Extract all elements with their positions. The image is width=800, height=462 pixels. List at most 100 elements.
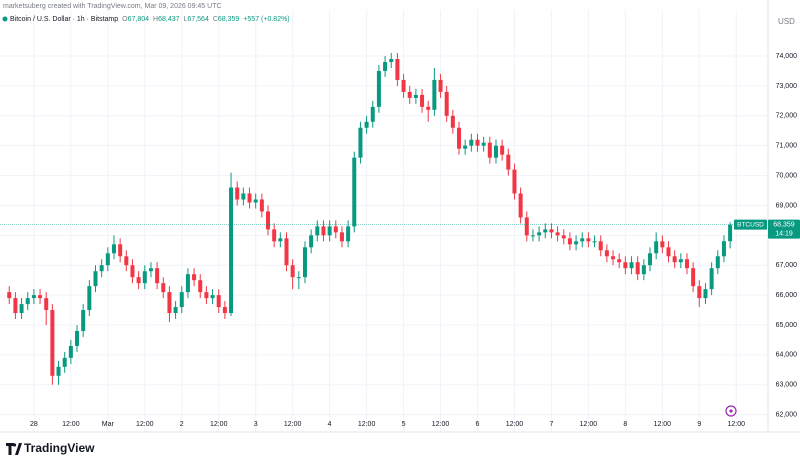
candle-body <box>346 226 351 242</box>
y-tick-label: 73,000 <box>776 83 798 90</box>
x-tick-label: 12:00 <box>210 421 228 428</box>
candles <box>7 53 733 385</box>
candle-body <box>598 241 603 251</box>
candle-body <box>370 106 375 122</box>
candle-body <box>192 274 197 281</box>
candle-body <box>185 274 190 293</box>
candle-body <box>50 310 55 376</box>
logo: TradingView <box>6 441 95 455</box>
candle-body <box>703 289 708 299</box>
candle-body <box>179 292 184 308</box>
candle-body <box>672 256 677 263</box>
candle-body <box>617 259 622 263</box>
candle-body <box>99 265 104 272</box>
candle-body <box>19 304 24 314</box>
candle-body <box>124 256 129 266</box>
ohlc-key: H <box>153 16 158 23</box>
candle-body <box>475 139 480 146</box>
candle-body <box>592 241 597 243</box>
candle-body <box>493 145 498 158</box>
candle-body <box>339 232 344 242</box>
candle-body <box>358 127 363 158</box>
y-tick-label: 64,000 <box>776 352 798 359</box>
candle-body <box>241 193 246 200</box>
candle-body <box>500 145 505 155</box>
candle-body <box>648 253 653 266</box>
candle-body <box>660 241 665 248</box>
candle-body <box>266 211 271 230</box>
x-tick-label: Mar <box>102 421 115 428</box>
candle-body <box>604 250 609 257</box>
logo-text: TradingView <box>24 441 95 455</box>
candle-body <box>290 265 295 278</box>
candle-body <box>327 226 332 236</box>
candle-body <box>611 256 616 260</box>
candle-body <box>457 127 462 149</box>
candle-body <box>7 292 12 299</box>
candle-body <box>530 235 535 237</box>
candle-body <box>469 139 474 146</box>
ohlc-value: 68,437 <box>158 16 180 23</box>
candle-body <box>136 277 141 284</box>
y-tick-label: 71,000 <box>776 143 798 150</box>
candle-body <box>678 259 683 263</box>
candle-body <box>586 238 591 242</box>
candle-body <box>278 238 283 242</box>
candle-body <box>549 229 554 233</box>
ohlc-key: C <box>213 16 218 23</box>
candle-body <box>426 106 431 110</box>
ohlc-key: L <box>184 16 188 23</box>
candle-body <box>204 292 209 299</box>
candle-body <box>524 217 529 236</box>
candle-body <box>352 157 357 227</box>
x-tick-label: 12:00 <box>284 421 302 428</box>
candle-body <box>715 256 720 269</box>
candle-body <box>684 259 689 269</box>
x-tick-label: 9 <box>697 421 701 428</box>
candle-body <box>198 280 203 293</box>
status-dot <box>2 16 8 22</box>
symbol-header: Bitcoin / U.S. Dollar · 1h · Bitstamp O67… <box>10 16 290 23</box>
x-tick-label: 12:00 <box>580 421 598 428</box>
x-tick-label: 12:00 <box>728 421 746 428</box>
candle-body <box>62 357 67 367</box>
candle-body <box>432 79 437 110</box>
x-tick-label: 28 <box>30 421 38 428</box>
candle-body <box>173 307 178 314</box>
x-tick-label: 12:00 <box>654 421 672 428</box>
candle-body <box>13 298 18 314</box>
candle-body <box>118 244 123 257</box>
symbol-tag-text: BTCUSD <box>737 221 764 228</box>
candle-body <box>247 193 252 203</box>
candle-body <box>81 310 86 331</box>
candle-body <box>401 79 406 92</box>
candle-body <box>167 292 172 314</box>
candle-body <box>75 330 80 346</box>
y-tick-label: 67,000 <box>776 262 798 269</box>
countdown: 14:19 <box>775 230 793 237</box>
candle-body <box>309 235 314 248</box>
candle-body <box>148 268 153 272</box>
y-tick-label: 72,000 <box>776 113 798 120</box>
candle-body <box>420 94 425 107</box>
candle-body <box>666 247 671 257</box>
y-tick-label: 63,000 <box>776 382 798 389</box>
x-tick-label: 12:00 <box>506 421 524 428</box>
candle-body <box>697 286 702 299</box>
candle-body <box>222 307 227 314</box>
credit: marketsuberg created with TradingView.co… <box>3 3 222 10</box>
candle-body <box>537 232 542 236</box>
symbol-title: Bitcoin / U.S. Dollar · 1h · Bitstamp <box>10 16 118 23</box>
y-tick-label: 62,000 <box>776 412 798 419</box>
candle-body <box>487 142 492 158</box>
candle-body <box>31 295 36 299</box>
candle-body <box>512 169 517 194</box>
y-tick-label: 65,000 <box>776 322 798 329</box>
x-tick-label: 3 <box>254 421 258 428</box>
symbol-tag <box>734 219 767 230</box>
grid-layer <box>0 10 768 432</box>
candle-body <box>376 70 381 107</box>
candle-body <box>567 238 572 245</box>
candle-body <box>561 235 566 239</box>
x-tick-label: 8 <box>623 421 627 428</box>
